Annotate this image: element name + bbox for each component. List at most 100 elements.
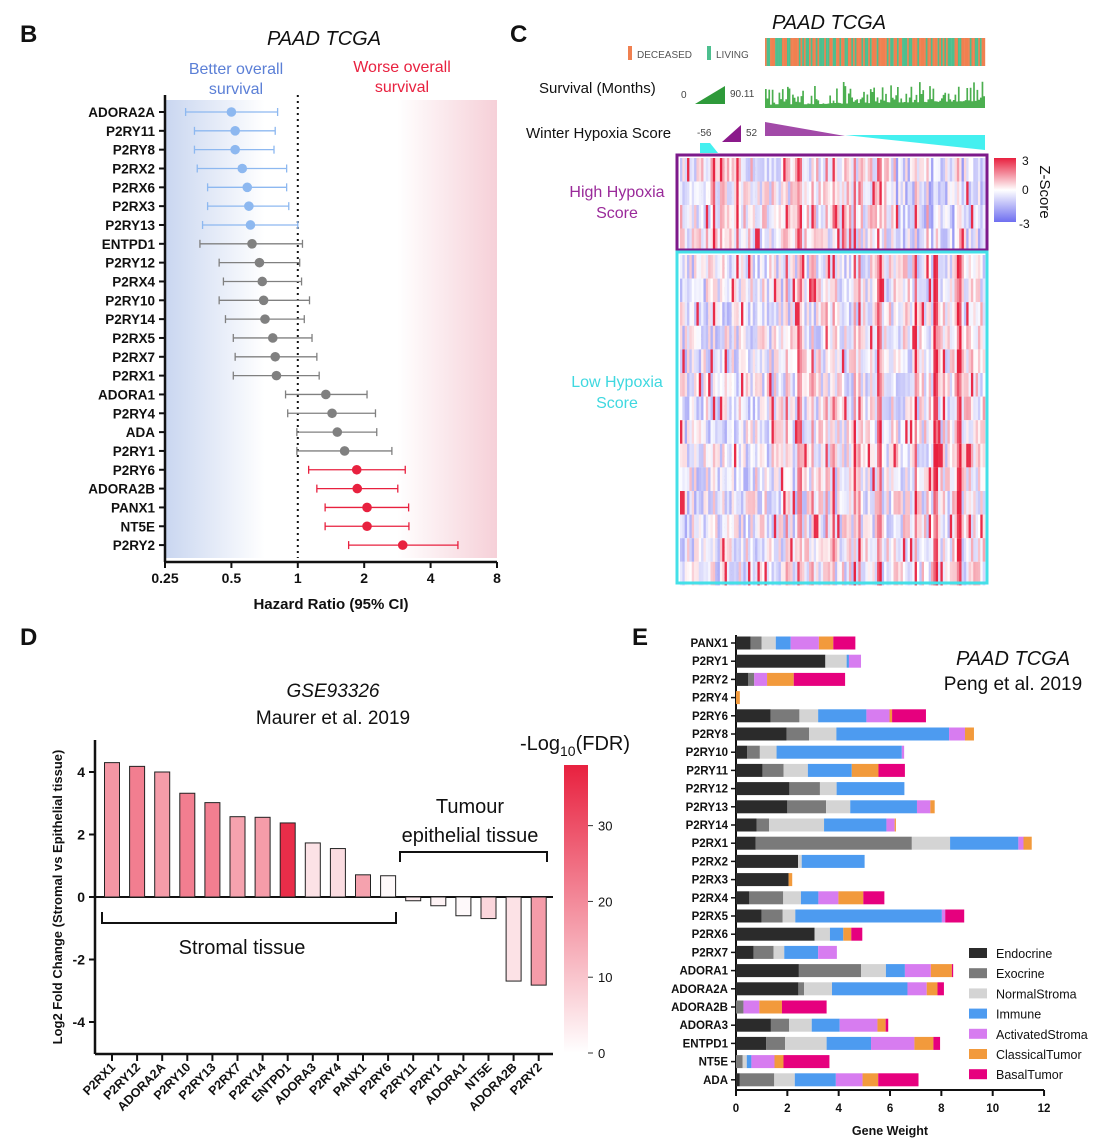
bar-segment-immune — [885, 964, 905, 978]
gene-label: P2RX3 — [692, 875, 728, 887]
heatmap-cell — [891, 491, 894, 515]
heatmap-cell — [799, 278, 803, 303]
heatmap-cell — [912, 467, 915, 491]
heatmap-cell — [691, 325, 695, 350]
heatmap-cell — [928, 491, 932, 515]
heatmap-cell — [689, 158, 693, 182]
heatmap-cell — [954, 158, 958, 182]
heatmap-cell — [938, 349, 941, 373]
bar-segment-exocrine — [762, 763, 784, 777]
heatmap-cell — [916, 205, 920, 229]
bar-segment-immune — [784, 945, 819, 959]
heatmap-cell — [956, 302, 960, 326]
status-cell — [959, 38, 962, 66]
gene-label: P2RX4 — [112, 274, 155, 289]
heatmap-cell — [818, 278, 822, 303]
heatmap-cell — [872, 491, 876, 515]
heatmap-cell — [809, 158, 812, 182]
heatmap-cell — [680, 420, 683, 444]
heatmap-cell — [956, 255, 960, 279]
heatmap-cell — [745, 325, 749, 350]
heatmap-cell — [792, 278, 796, 303]
heatmap-cell — [771, 158, 775, 182]
heatmap-cell — [924, 420, 927, 444]
heatmap-cell — [853, 278, 857, 303]
heatmap-cell — [931, 158, 934, 182]
status-cell — [932, 38, 935, 66]
heatmap-cell — [848, 302, 852, 326]
status-cell — [910, 38, 913, 66]
status-cell — [951, 38, 954, 66]
heatmap-cell — [884, 514, 887, 539]
heatmap-cell — [703, 181, 707, 205]
heatmap-cell — [914, 538, 918, 562]
heatmap-cell — [806, 561, 810, 586]
heatmap-cell — [719, 325, 723, 350]
heatmap-cell — [738, 396, 742, 421]
heatmap-cell — [933, 561, 937, 586]
heatmap-cell — [823, 443, 826, 468]
heatmap-cell — [870, 396, 873, 421]
heatmap-cell — [762, 373, 765, 397]
heatmap-cell — [959, 325, 962, 350]
heatmap-cell — [963, 302, 967, 326]
heatmap-cell — [886, 278, 890, 303]
heatmap-cell — [938, 491, 941, 515]
heatmap-cell — [909, 255, 913, 279]
heatmap-cell — [684, 228, 688, 252]
hazard-ratio-point — [352, 483, 363, 494]
heatmap-cell — [766, 325, 770, 350]
heatmap-cell — [694, 420, 697, 444]
heatmap-cell — [956, 561, 960, 586]
heatmap-cell — [963, 467, 967, 491]
heatmap-cell — [867, 514, 871, 539]
heatmap-cell — [733, 467, 737, 491]
heatmap-cell — [886, 443, 890, 468]
heatmap-cell — [816, 325, 819, 350]
legend-label: Immune — [996, 1008, 1041, 1022]
heatmap-cell — [705, 396, 709, 421]
heatmap-cell — [874, 181, 878, 205]
bar-segment-normalstroma — [826, 800, 851, 814]
heatmap-cell — [931, 514, 934, 539]
heatmap-cell — [816, 158, 819, 182]
heatmap-cell — [938, 443, 941, 468]
heatmap-cell — [942, 325, 946, 350]
heatmap-cell — [785, 443, 789, 468]
heatmap-cell — [959, 302, 962, 326]
heatmap-cell — [902, 205, 906, 229]
heatmap-cell — [945, 443, 948, 468]
heatmap-cell — [811, 349, 815, 373]
heatmap-cell — [841, 561, 845, 586]
heatmap-cell — [726, 561, 730, 586]
heatmap-cell — [722, 278, 725, 303]
gene-label: P2RY2 — [113, 538, 155, 553]
heatmap-cell — [771, 181, 775, 205]
heatmap-cell — [816, 396, 819, 421]
heatmap-cell — [900, 302, 904, 326]
heatmap-cell — [870, 302, 873, 326]
heatmap-cell — [715, 443, 718, 468]
heatmap-cell — [891, 561, 894, 586]
heatmap-cell — [776, 205, 779, 229]
heatmap-cell — [748, 228, 751, 252]
heatmap-cell — [961, 373, 965, 397]
heatmap-cell — [818, 349, 822, 373]
heatmap-cell — [691, 228, 695, 252]
heatmap-cell — [809, 302, 812, 326]
heatmap-cell — [832, 158, 836, 182]
status-cell — [805, 38, 808, 66]
heatmap-cell — [696, 514, 700, 539]
heatmap-cell — [797, 561, 800, 586]
heatmap-cell — [867, 349, 871, 373]
heatmap-cell — [940, 302, 944, 326]
y-axis-label: Log2 Fold Change (Stromal vs Epithelial … — [50, 750, 65, 1045]
heatmap-cell — [912, 181, 915, 205]
heatmap-cell — [752, 349, 756, 373]
heatmap-cell — [837, 514, 840, 539]
heatmap-cell — [729, 467, 732, 491]
heatmap-cell — [752, 420, 756, 444]
heatmap-cell — [914, 514, 918, 539]
heatmap-cell — [710, 302, 714, 326]
heatmap-cell — [970, 420, 974, 444]
